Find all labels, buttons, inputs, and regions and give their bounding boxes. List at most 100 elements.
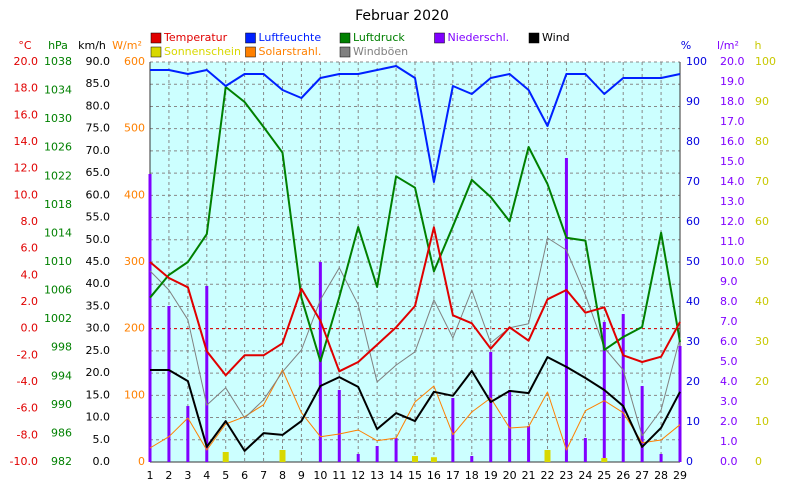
x-tick-label: 26 [616,469,630,482]
y-tick-label: 15.0 [86,388,111,401]
bar [508,390,512,462]
x-tick-label: 7 [260,469,267,482]
y-tick-label: 8.0 [21,215,39,228]
bar [167,306,171,462]
y-tick-label: 600 [124,55,145,68]
y-tick-label: 20 [686,375,700,388]
x-tick-label: 8 [279,469,286,482]
x-tick-label: 18 [465,469,479,482]
y-tick-label: 998 [51,341,72,354]
y-tick-label: 17.0 [720,115,745,128]
bar [412,456,418,462]
legend-swatch [339,46,351,58]
y-tick-label: 3.0 [720,395,738,408]
y-tick-label: 30.0 [86,322,111,335]
y-tick-label: 20.0 [86,366,111,379]
y-tick-label: 4.0 [720,375,738,388]
series-line [150,65,681,183]
y-tick-label: 65.0 [86,166,111,179]
x-tick-label: 16 [427,469,441,482]
y-tick-label: 70.0 [86,144,111,157]
y-tick-label: 1026 [44,141,72,154]
y-tick-label: 6.0 [21,242,39,255]
legend-label: Solarstrahl. [259,45,322,58]
y-tick-label: 18.0 [14,82,39,95]
y-tick-label: 994 [51,369,72,382]
y-tick-label: 8.0 [720,295,738,308]
y-tick-label: 6.0 [720,335,738,348]
x-tick-label: 1 [147,469,154,482]
y-tick-label: 90 [755,95,769,108]
series-line [149,237,681,437]
x-tick-label: 10 [313,469,327,482]
axis-unit: l/m² [717,39,739,52]
y-tick-label: 45.0 [86,255,111,268]
y-tick-label: 1038 [44,55,72,68]
y-tick-label: 30 [686,335,700,348]
y-tick-label: 1014 [44,226,72,239]
legend-swatch [339,32,351,44]
y-tick-label: 1010 [44,255,72,268]
y-tick-label: 14.0 [14,135,39,148]
y-tick-label: 5.0 [720,355,738,368]
y-tick-label: 50 [755,255,769,268]
x-tick-label: 3 [184,469,191,482]
y-tick-label: 70 [686,175,700,188]
x-tick-label: 20 [503,469,517,482]
legend-swatch [528,32,540,44]
y-tick-label: 20.0 [720,55,745,68]
y-tick-label: 300 [124,255,145,268]
y-tick-label: -10.0 [10,455,38,468]
x-tick-label: 25 [597,469,611,482]
series-line [149,86,681,363]
y-tick-label: 50.0 [86,233,111,246]
y-tick-label: 40.0 [86,277,111,290]
bar [222,452,229,462]
y-tick-label: 80.0 [86,99,111,112]
y-tick-label: 13.0 [720,195,745,208]
y-tick-label: 30 [755,335,769,348]
legend-swatch [245,46,256,58]
y-tick-label: 16.0 [720,135,745,148]
axis-unit: km/h [78,39,106,52]
x-tick-label: 9 [298,469,305,482]
legend-label: Niederschl. [448,31,510,44]
y-tick-label: 1.0 [720,435,738,448]
bar [186,406,190,462]
y-tick-label: 55.0 [86,211,111,224]
axis-unit: hPa [48,39,68,52]
y-tick-label: 7.0 [720,315,738,328]
y-tick-label: 100 [124,388,145,401]
y-tick-label: 500 [124,122,145,135]
y-tick-label: 0 [138,455,145,468]
y-tick-label: 5.0 [93,433,111,446]
y-tick-label: 12.0 [720,215,745,228]
y-tick-label: 10.0 [14,188,39,201]
bar [583,438,587,462]
series-line [149,226,681,377]
y-tick-label: 10 [755,415,769,428]
y-tick-label: 10.0 [86,411,111,424]
y-tick-label: 12.0 [14,162,39,175]
bar [544,450,551,462]
y-tick-label: 1034 [44,84,72,97]
y-tick-label: 1006 [44,284,72,297]
series-line [150,356,681,452]
y-tick-label: 75.0 [86,122,111,135]
legend-swatch [434,32,445,44]
y-tick-label: 11.0 [720,235,745,248]
y-tick-label: 1018 [44,198,72,211]
bar [148,174,152,462]
y-tick-label: 982 [51,455,72,468]
y-tick-label: 0 [755,455,762,468]
legend-label: Temperatur [163,31,228,44]
x-tick-label: 14 [389,469,403,482]
y-tick-label: 100 [755,55,776,68]
x-tick-label: 12 [351,469,365,482]
x-tick-label: 29 [673,469,687,482]
y-tick-label: -6.0 [17,402,38,415]
y-tick-label: 400 [124,188,145,201]
legend-swatch [245,32,256,44]
y-tick-label: 14.0 [720,175,745,188]
y-tick-label: 15.0 [720,155,745,168]
